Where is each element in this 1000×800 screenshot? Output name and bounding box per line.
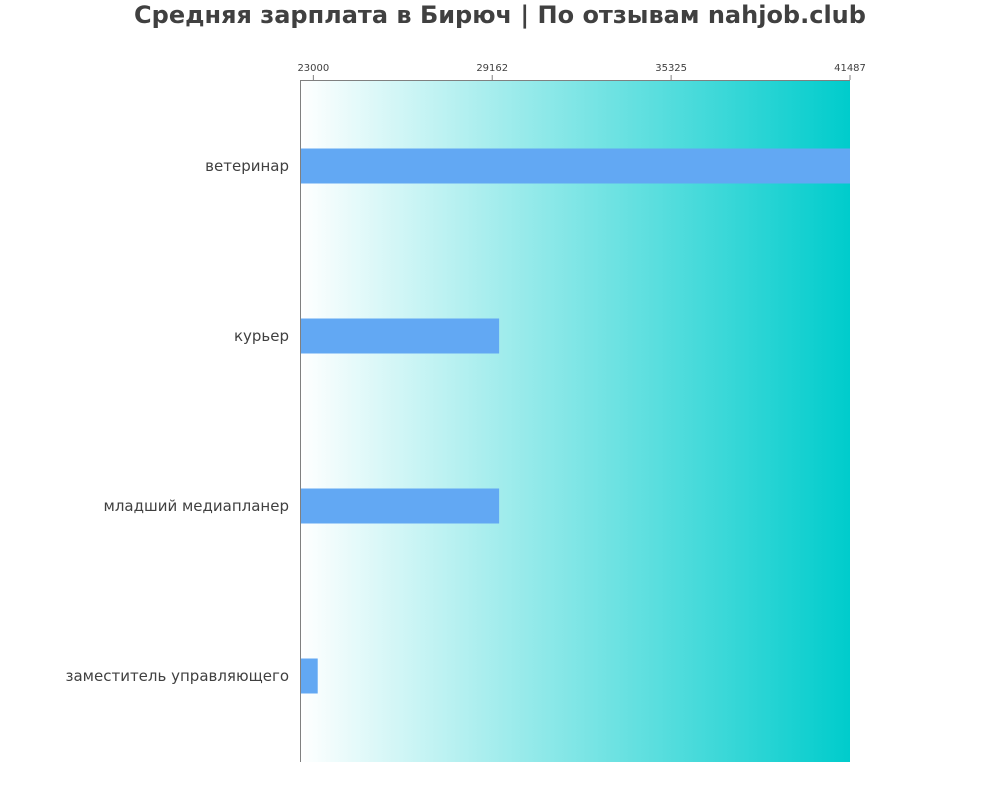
- x-tick-label: 29162: [476, 63, 508, 74]
- category-label: ветеринар: [205, 157, 289, 175]
- x-tick-label: 23000: [297, 63, 329, 74]
- category-label: младший медиапланер: [104, 497, 289, 515]
- bar: [301, 148, 850, 184]
- bar: [301, 658, 318, 694]
- plot-background: [300, 80, 850, 762]
- bar: [301, 318, 500, 354]
- x-tick-label: 35325: [655, 63, 687, 74]
- category-label: курьер: [234, 327, 289, 345]
- chart-title: Средняя зарплата в Бирюч | По отзывам na…: [134, 1, 866, 29]
- category-label: заместитель управляющего: [66, 667, 290, 685]
- bar: [301, 488, 500, 524]
- x-tick-label: 41487: [834, 63, 866, 74]
